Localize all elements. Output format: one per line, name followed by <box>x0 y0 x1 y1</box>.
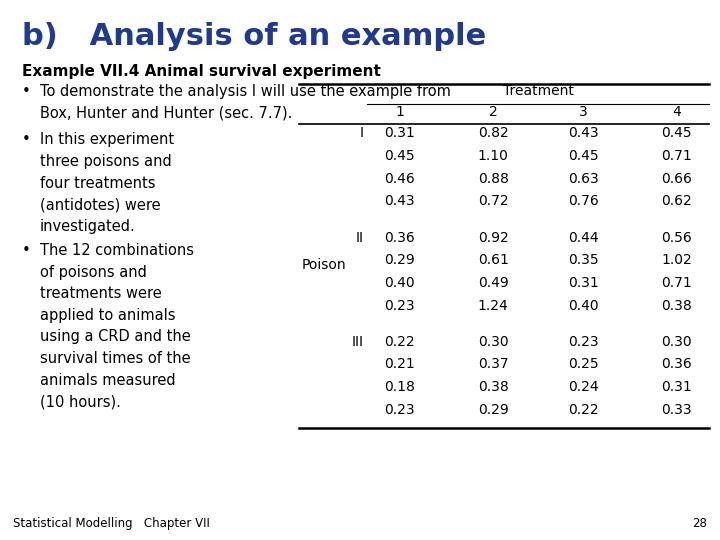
Text: 0.88: 0.88 <box>478 172 508 186</box>
Text: 0.71: 0.71 <box>662 276 692 290</box>
Text: 0.38: 0.38 <box>478 380 508 394</box>
Text: Treatment: Treatment <box>503 84 574 98</box>
Text: 0.61: 0.61 <box>478 253 508 267</box>
Text: 0.43: 0.43 <box>384 194 415 208</box>
Text: 0.29: 0.29 <box>384 253 415 267</box>
Text: 1: 1 <box>395 105 404 119</box>
Text: 0.18: 0.18 <box>384 380 415 394</box>
Text: 0.23: 0.23 <box>384 299 415 313</box>
Text: 1.10: 1.10 <box>478 149 508 163</box>
Text: 0.22: 0.22 <box>384 335 415 349</box>
Text: 0.46: 0.46 <box>384 172 415 186</box>
Text: Statistical Modelling   Chapter VII: Statistical Modelling Chapter VII <box>13 517 210 530</box>
Text: 0.23: 0.23 <box>384 403 415 417</box>
Text: 0.66: 0.66 <box>662 172 692 186</box>
Text: 0.35: 0.35 <box>568 253 598 267</box>
Text: 0.30: 0.30 <box>478 335 508 349</box>
Text: 0.40: 0.40 <box>384 276 415 290</box>
Text: using a CRD and the: using a CRD and the <box>40 329 190 345</box>
Text: 0.25: 0.25 <box>568 357 598 372</box>
Text: 28: 28 <box>692 517 707 530</box>
Text: II: II <box>356 231 364 245</box>
Text: 0.22: 0.22 <box>568 403 598 417</box>
Text: 0.92: 0.92 <box>478 231 508 245</box>
Text: Poison: Poison <box>302 258 346 272</box>
Text: In this experiment: In this experiment <box>40 132 174 147</box>
Text: three poisons and: three poisons and <box>40 154 171 169</box>
Text: four treatments: four treatments <box>40 176 155 191</box>
Text: 0.24: 0.24 <box>568 380 598 394</box>
Text: 0.40: 0.40 <box>568 299 598 313</box>
Text: 0.45: 0.45 <box>568 149 598 163</box>
Text: survival times of the: survival times of the <box>40 351 190 366</box>
Text: 0.71: 0.71 <box>662 149 692 163</box>
Text: 0.45: 0.45 <box>384 149 415 163</box>
Text: 0.38: 0.38 <box>662 299 692 313</box>
Text: I: I <box>359 126 364 140</box>
Text: 0.63: 0.63 <box>568 172 598 186</box>
Text: 4: 4 <box>672 105 681 119</box>
Text: of poisons and: of poisons and <box>40 265 146 280</box>
Text: 0.31: 0.31 <box>568 276 598 290</box>
Text: 0.49: 0.49 <box>478 276 508 290</box>
Text: 2: 2 <box>489 105 498 119</box>
Text: •: • <box>22 243 30 258</box>
Text: 0.72: 0.72 <box>478 194 508 208</box>
Text: •: • <box>22 84 30 99</box>
Text: (antidotes) were: (antidotes) were <box>40 197 161 212</box>
Text: 0.43: 0.43 <box>568 126 598 140</box>
Text: b)   Analysis of an example: b) Analysis of an example <box>22 22 486 51</box>
Text: 0.33: 0.33 <box>662 403 692 417</box>
Text: 0.82: 0.82 <box>478 126 508 140</box>
Text: applied to animals: applied to animals <box>40 308 175 323</box>
Text: 0.29: 0.29 <box>478 403 508 417</box>
Text: 0.30: 0.30 <box>662 335 692 349</box>
Text: 0.44: 0.44 <box>568 231 598 245</box>
Text: 0.36: 0.36 <box>662 357 692 372</box>
Text: •: • <box>22 132 30 147</box>
Text: 0.37: 0.37 <box>478 357 508 372</box>
Text: 1.24: 1.24 <box>478 299 508 313</box>
Text: 1.02: 1.02 <box>662 253 692 267</box>
Text: animals measured: animals measured <box>40 373 175 388</box>
Text: 0.23: 0.23 <box>568 335 598 349</box>
Text: 0.21: 0.21 <box>384 357 415 372</box>
Text: 0.76: 0.76 <box>568 194 598 208</box>
Text: 0.31: 0.31 <box>662 380 692 394</box>
Text: 0.62: 0.62 <box>662 194 692 208</box>
Text: 0.45: 0.45 <box>662 126 692 140</box>
Text: 0.31: 0.31 <box>384 126 415 140</box>
Text: The 12 combinations: The 12 combinations <box>40 243 194 258</box>
Text: treatments were: treatments were <box>40 286 161 301</box>
Text: 0.36: 0.36 <box>384 231 415 245</box>
Text: 3: 3 <box>579 105 588 119</box>
Text: (10 hours).: (10 hours). <box>40 394 120 409</box>
Text: Box, Hunter and Hunter (sec. 7.7).: Box, Hunter and Hunter (sec. 7.7). <box>40 105 292 120</box>
Text: III: III <box>351 335 364 349</box>
Text: Example VII.4 Animal survival experiment: Example VII.4 Animal survival experiment <box>22 64 380 79</box>
Text: To demonstrate the analysis I will use the example from: To demonstrate the analysis I will use t… <box>40 84 451 99</box>
Text: investigated.: investigated. <box>40 219 135 234</box>
Text: 0.56: 0.56 <box>662 231 692 245</box>
